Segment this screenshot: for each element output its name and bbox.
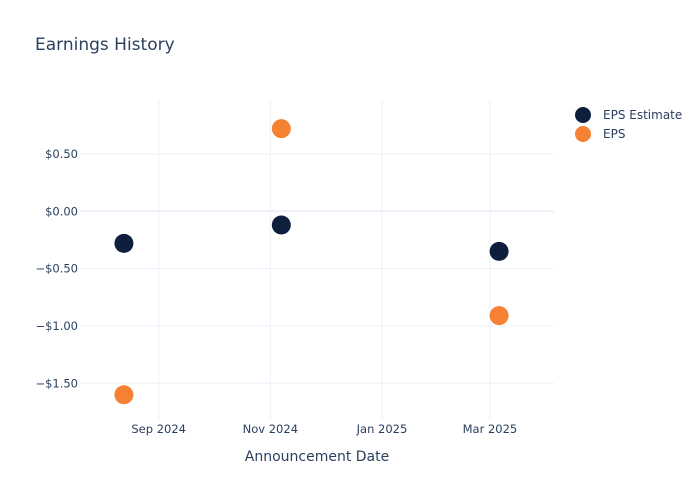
x-axis-title: Announcement Date <box>245 449 389 465</box>
eps-estimate-point[interactable] <box>271 215 291 235</box>
legend-marker[interactable] <box>575 107 591 123</box>
x-tick-label: Jan 2025 <box>356 422 408 436</box>
x-axis-ticks: Sep 2024 Nov 2024 Jan 2025 Mar 2025 <box>131 422 517 436</box>
grid-layer <box>80 100 554 420</box>
y-tick-label: $0.50 <box>45 147 78 161</box>
eps-point[interactable] <box>114 385 134 405</box>
data-points[interactable] <box>114 119 509 405</box>
y-tick-label: −$1.50 <box>35 376 78 390</box>
y-tick-label: $0.00 <box>45 204 78 218</box>
legend-label[interactable]: EPS <box>603 127 625 141</box>
eps-estimate-point[interactable] <box>489 241 509 261</box>
eps-point[interactable] <box>271 119 291 139</box>
legend-marker[interactable] <box>575 126 591 142</box>
legend-label[interactable]: EPS Estimate <box>603 108 682 122</box>
chart-title: Earnings History <box>35 35 175 55</box>
legend[interactable]: EPS Estimate EPS <box>575 107 682 142</box>
eps-point[interactable] <box>489 306 509 326</box>
y-tick-label: −$0.50 <box>35 262 78 276</box>
x-tick-label: Nov 2024 <box>243 422 298 436</box>
eps-estimate-point[interactable] <box>114 233 134 253</box>
x-tick-label: Mar 2025 <box>463 422 518 436</box>
x-tick-label: Sep 2024 <box>131 422 186 436</box>
y-tick-label: −$1.00 <box>35 319 78 333</box>
y-axis-ticks: $0.50 $0.00 −$0.50 −$1.00 −$1.50 <box>35 147 78 390</box>
